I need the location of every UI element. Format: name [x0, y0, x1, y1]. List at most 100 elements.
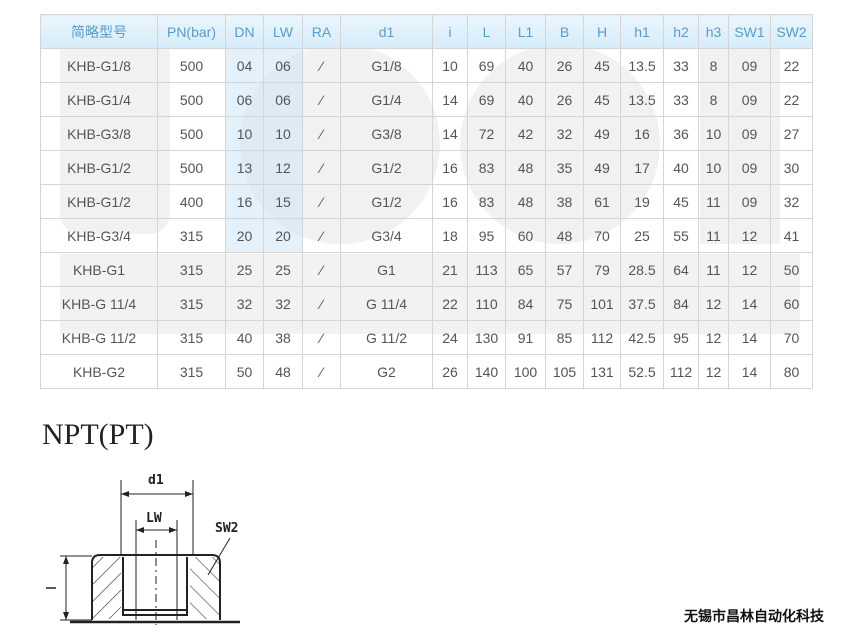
table-cell: 100 [505, 354, 546, 389]
table-cell: 10 [263, 116, 303, 151]
table-cell: 12 [263, 150, 303, 185]
table-cell: 19 [620, 184, 664, 219]
table-cell: 500 [157, 48, 226, 83]
table-cell: 12 [698, 320, 729, 355]
table-cell: KHB-G1/2 [40, 184, 158, 219]
table-cell: 50 [225, 354, 264, 389]
table-cell: 42.5 [620, 320, 664, 355]
table-cell: 14 [728, 354, 771, 389]
table-cell: ⁄ [302, 252, 341, 287]
table-cell: 22 [770, 82, 813, 117]
table-cell: 22 [770, 48, 813, 83]
table-cell: 09 [728, 150, 771, 185]
table-cell: 45 [663, 184, 699, 219]
table-cell: 09 [728, 184, 771, 219]
table-cell: 48 [505, 150, 546, 185]
table-row: KHB-G 11/2 315 40 38 ⁄ G 11/2 24 130 91 85 112 42.5… [40, 320, 813, 355]
table-cell: 13 [225, 150, 264, 185]
table-cell: 06 [263, 82, 303, 117]
table-cell: 06 [225, 82, 264, 117]
table-cell: 85 [545, 320, 584, 355]
table-cell: 14 [432, 116, 468, 151]
column-header: RA [302, 14, 341, 49]
column-header: d1 [340, 14, 433, 49]
table-cell: G1/4 [340, 82, 433, 117]
table-cell: 14 [728, 320, 771, 355]
table-cell: G1 [340, 252, 433, 287]
table-cell: 95 [467, 218, 506, 253]
table-cell: 20 [263, 218, 303, 253]
table-cell: 11 [698, 252, 729, 287]
table-cell: 33 [663, 48, 699, 83]
table-cell: G2 [340, 354, 433, 389]
table-cell: 38 [545, 184, 584, 219]
table-cell: 27 [770, 116, 813, 151]
table-cell: 69 [467, 82, 506, 117]
table-cell: 500 [157, 82, 226, 117]
table-row: KHB-G3/4 315 20 20 ⁄ G3/4 18 95 60 48 70 25 55 11 12 41 [40, 218, 813, 253]
table-cell: 26 [545, 82, 584, 117]
table-row: KHB-G1/8 500 04 06 ⁄ G1/8 10 69 40 26 45 13.5 33 8 09 2… [40, 48, 813, 83]
table-cell: 10 [432, 48, 468, 83]
table-cell: 40 [663, 150, 699, 185]
table-cell: 60 [505, 218, 546, 253]
table-cell: 26 [432, 354, 468, 389]
table-cell: 130 [467, 320, 506, 355]
table-cell: 113 [467, 252, 506, 287]
table-cell: 14 [432, 82, 468, 117]
table-cell: 10 [225, 116, 264, 151]
table-cell: 12 [728, 252, 771, 287]
table-cell: 315 [157, 252, 226, 287]
table-cell: 500 [157, 116, 226, 151]
table-cell: G3/8 [340, 116, 433, 151]
table-cell: 50 [770, 252, 813, 287]
column-header: PN(bar) [157, 14, 226, 49]
table-cell: 315 [157, 320, 226, 355]
table-cell: 32 [545, 116, 584, 151]
table-cell: KHB-G3/8 [40, 116, 158, 151]
table-cell: 25 [225, 252, 264, 287]
table-cell: 09 [728, 116, 771, 151]
table-row: KHB-G1/4 500 06 06 ⁄ G1/4 14 69 40 26 45 13.5 33 8 09 2… [40, 82, 813, 117]
table-cell: KHB-G1 [40, 252, 158, 287]
table-cell: ⁄ [302, 218, 341, 253]
table-cell: KHB-G1/4 [40, 82, 158, 117]
table-cell: 75 [545, 286, 584, 321]
table-cell: ⁄ [302, 48, 341, 83]
table-cell: 40 [505, 82, 546, 117]
column-header: B [545, 14, 584, 49]
table-cell: 11 [698, 184, 729, 219]
table-cell: ⁄ [302, 354, 341, 389]
table-cell: 37.5 [620, 286, 664, 321]
table-cell: G3/4 [340, 218, 433, 253]
table-cell: 12 [698, 354, 729, 389]
table-cell: G 11/2 [340, 320, 433, 355]
table-cell: 24 [432, 320, 468, 355]
table-cell: 72 [467, 116, 506, 151]
table-cell: 70 [583, 218, 621, 253]
table-cell: 45 [583, 48, 621, 83]
table-cell: ⁄ [302, 286, 341, 321]
table-row: KHB-G1 315 25 25 ⁄ G1 21 113 65 57 79 28.5 64 11 12 50 [40, 252, 813, 287]
table-row: KHB-G2 315 50 48 ⁄ G2 26 140 100 105 131 52.5 112 12 1… [40, 354, 813, 389]
table-cell: 64 [663, 252, 699, 287]
table-row: KHB-G3/8 500 10 10 ⁄ G3/8 14 72 42 32 49 16 36 10 09 27 [40, 116, 813, 151]
table-cell: 83 [467, 150, 506, 185]
table-cell: 40 [505, 48, 546, 83]
table-cell: 112 [663, 354, 699, 389]
table-cell: 48 [263, 354, 303, 389]
lw-label: LW [146, 511, 162, 526]
company-footer: 无锡市昌林自动化科技 [684, 608, 824, 624]
table-cell: 40 [225, 320, 264, 355]
column-header: H [583, 14, 621, 49]
table-cell: 112 [583, 320, 621, 355]
table-cell: KHB-G 11/4 [40, 286, 158, 321]
table-cell: KHB-G1/8 [40, 48, 158, 83]
table-cell: 42 [505, 116, 546, 151]
column-header: L [467, 14, 506, 49]
table-cell: 20 [225, 218, 264, 253]
table-cell: 61 [583, 184, 621, 219]
table-cell: 8 [698, 48, 729, 83]
